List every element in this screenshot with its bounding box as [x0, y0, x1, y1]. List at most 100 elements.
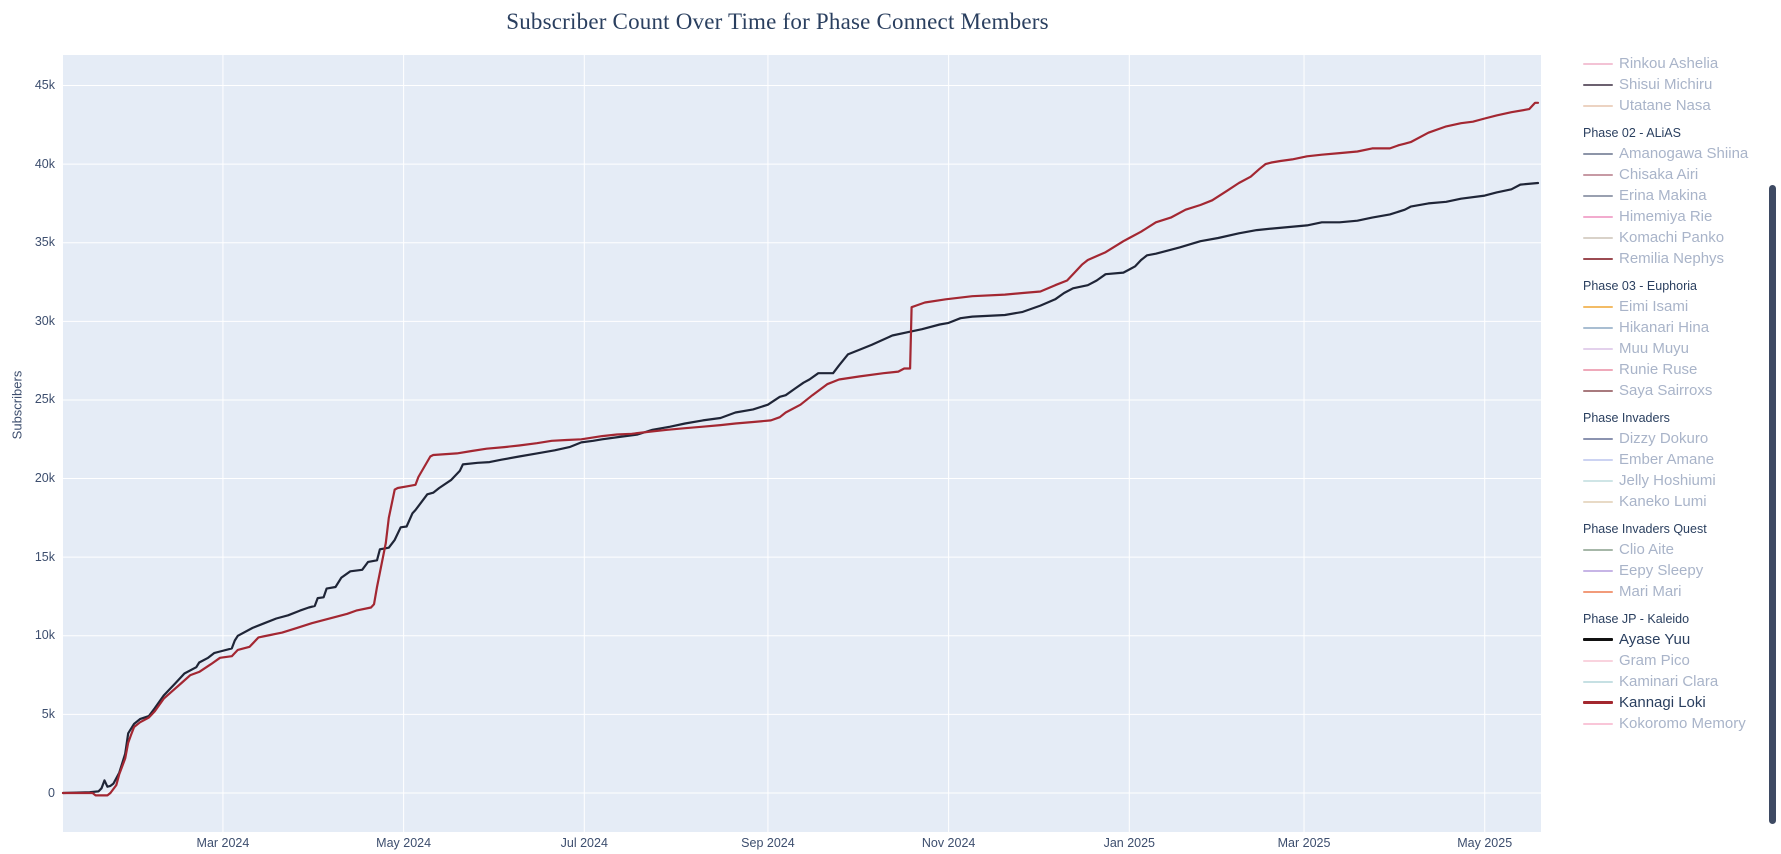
x-tick-label: Jul 2024	[560, 836, 608, 850]
legend-swatch-line-icon	[1583, 500, 1613, 503]
y-tick-label: 20k	[34, 471, 55, 486]
legend-item-rinkou-ashelia[interactable]: Rinkou Ashelia	[1583, 53, 1769, 74]
legend-item-erina-makina[interactable]: Erina Makina	[1583, 185, 1769, 206]
legend-swatch-line-icon	[1583, 437, 1613, 440]
legend-group-header: Phase Invaders Quest	[1583, 522, 1707, 536]
legend-swatch-line-icon	[1583, 173, 1613, 176]
x-tick-label: May 2025	[1457, 836, 1513, 850]
x-tick-label: Mar 2025	[1277, 836, 1331, 850]
legend-scrollbar[interactable]	[1769, 185, 1776, 824]
series-line-ayase-yuu[interactable]	[61, 181, 1540, 795]
plot-area[interactable]	[63, 55, 1541, 832]
legend-swatch-line-icon	[1583, 479, 1613, 482]
y-tick-label: 40k	[34, 156, 55, 171]
legend-item-label: Jelly Hoshiumi	[1619, 472, 1716, 489]
legend-item-remilia-nephys[interactable]: Remilia Nephys	[1583, 248, 1769, 269]
legend-swatch-line-icon	[1583, 152, 1613, 155]
legend-item-eimi-isami[interactable]: Eimi Isami	[1583, 296, 1769, 317]
legend-swatch-line-icon	[1583, 62, 1613, 65]
legend-item-label: Kaneko Lumi	[1619, 493, 1707, 510]
legend-item-label: Remilia Nephys	[1619, 250, 1725, 267]
legend-item-label: Utatane Nasa	[1619, 97, 1711, 114]
legend-item-label: Muu Muyu	[1619, 340, 1690, 357]
legend-swatch-line-icon	[1583, 569, 1613, 572]
legend-item-dizzy-dokuro[interactable]: Dizzy Dokuro	[1583, 428, 1769, 449]
legend-item-mari-mari[interactable]: Mari Mari	[1583, 581, 1769, 602]
legend-item-label: Rinkou Ashelia	[1619, 55, 1719, 72]
legend-item-kaminari-clara[interactable]: Kaminari Clara	[1583, 671, 1769, 692]
x-tick-label: Sep 2024	[741, 836, 795, 850]
y-tick-label: 30k	[34, 313, 55, 328]
legend-item-kannagi-loki[interactable]: Kannagi Loki	[1583, 692, 1769, 713]
legend-item-label: Saya Sairroxs	[1619, 382, 1713, 399]
legend-item-label: Chisaka Airi	[1619, 166, 1699, 183]
legend-swatch-line-icon	[1583, 236, 1613, 239]
legend-item-label: Kannagi Loki	[1619, 694, 1706, 711]
series-line-kannagi-loki[interactable]	[61, 101, 1540, 797]
legend-swatch-line-icon	[1583, 257, 1613, 260]
legend-group-header: Phase Invaders	[1583, 411, 1670, 425]
legend-item-label: Amanogawa Shiina	[1619, 145, 1749, 162]
legend-item-kaneko-lumi[interactable]: Kaneko Lumi	[1583, 491, 1769, 512]
legend-item-clio-aite[interactable]: Clio Aite	[1583, 539, 1769, 560]
legend-swatch-line-icon	[1583, 722, 1613, 725]
legend-item-label: Eepy Sleepy	[1619, 562, 1704, 579]
legend-item-label: Ember Amane	[1619, 451, 1715, 468]
legend-item-label: Gram Pico	[1619, 652, 1690, 669]
legend-item-komachi-panko[interactable]: Komachi Panko	[1583, 227, 1769, 248]
y-axis-title: Subscribers	[9, 370, 25, 440]
legend-group-header: Phase 03 - Euphoria	[1583, 279, 1697, 293]
legend-group-header: Phase JP - Kaleido	[1583, 612, 1690, 626]
y-tick-label: 35k	[34, 235, 55, 250]
legend-swatch-line-icon	[1583, 458, 1613, 461]
x-tick-label: Nov 2024	[921, 836, 976, 850]
legend-group-header: Phase 02 - ALiAS	[1583, 126, 1681, 140]
legend-item-label: Mari Mari	[1619, 583, 1682, 600]
legend-item-amanogawa-shiina[interactable]: Amanogawa Shiina	[1583, 143, 1769, 164]
legend-item-label: Clio Aite	[1619, 541, 1675, 558]
legend-item-chisaka-airi[interactable]: Chisaka Airi	[1583, 164, 1769, 185]
y-tick-label: 5k	[41, 706, 55, 721]
legend-item-himemiya-rie[interactable]: Himemiya Rie	[1583, 206, 1769, 227]
legend-swatch-line-icon	[1583, 104, 1613, 107]
legend-item-ayase-yuu[interactable]: Ayase Yuu	[1583, 629, 1769, 650]
gridlines	[63, 55, 1541, 832]
legend-item-label: Kokoromo Memory	[1619, 715, 1746, 732]
legend-item-runie-ruse[interactable]: Runie Ruse	[1583, 359, 1769, 380]
legend-swatch-line-icon	[1583, 215, 1613, 218]
legend-swatch-line-icon	[1583, 326, 1613, 329]
legend-item-ember-amane[interactable]: Ember Amane	[1583, 449, 1769, 470]
legend-swatch-line-icon	[1583, 389, 1613, 392]
legend-item-jelly-hoshiumi[interactable]: Jelly Hoshiumi	[1583, 470, 1769, 491]
x-tick-label: Jan 2025	[1103, 836, 1155, 850]
legend-item-label: Dizzy Dokuro	[1619, 430, 1709, 447]
legend-swatch-line-icon	[1583, 83, 1613, 86]
y-tick-label: 0	[48, 785, 55, 800]
legend-swatch-line-icon	[1583, 548, 1613, 551]
legend-item-shisui-michiru[interactable]: Shisui Michiru	[1583, 74, 1769, 95]
legend-item-gram-pico[interactable]: Gram Pico	[1583, 650, 1769, 671]
legend-item-label: Erina Makina	[1619, 187, 1707, 204]
legend-item-label: Himemiya Rie	[1619, 208, 1713, 225]
legend-swatch-line-icon	[1583, 701, 1613, 704]
chart-title: Subscriber Count Over Time for Phase Con…	[506, 9, 1049, 34]
legend-item-label: Hikanari Hina	[1619, 319, 1710, 336]
legend-swatch-line-icon	[1583, 305, 1613, 308]
legend-item-label: Kaminari Clara	[1619, 673, 1719, 690]
legend-item-label: Runie Ruse	[1619, 361, 1698, 378]
legend-swatch-line-icon	[1583, 680, 1613, 683]
legend-swatch-line-icon	[1583, 347, 1613, 350]
y-tick-label: 45k	[34, 78, 55, 92]
legend-item-label: Eimi Isami	[1619, 298, 1689, 315]
legend-item-eepy-sleepy[interactable]: Eepy Sleepy	[1583, 560, 1769, 581]
legend-swatch-line-icon	[1583, 194, 1613, 197]
legend-item-utatane-nasa[interactable]: Utatane Nasa	[1583, 95, 1769, 116]
legend-item-label: Ayase Yuu	[1619, 631, 1691, 648]
legend-item-kokoromo-memory[interactable]: Kokoromo Memory	[1583, 713, 1769, 734]
y-tick-label: 25k	[34, 392, 55, 407]
y-tick-label: 10k	[34, 628, 55, 643]
legend-item-hikanari-hina[interactable]: Hikanari Hina	[1583, 317, 1769, 338]
legend-item-muu-muyu[interactable]: Muu Muyu	[1583, 338, 1769, 359]
legend-item-saya-sairroxs[interactable]: Saya Sairroxs	[1583, 380, 1769, 401]
